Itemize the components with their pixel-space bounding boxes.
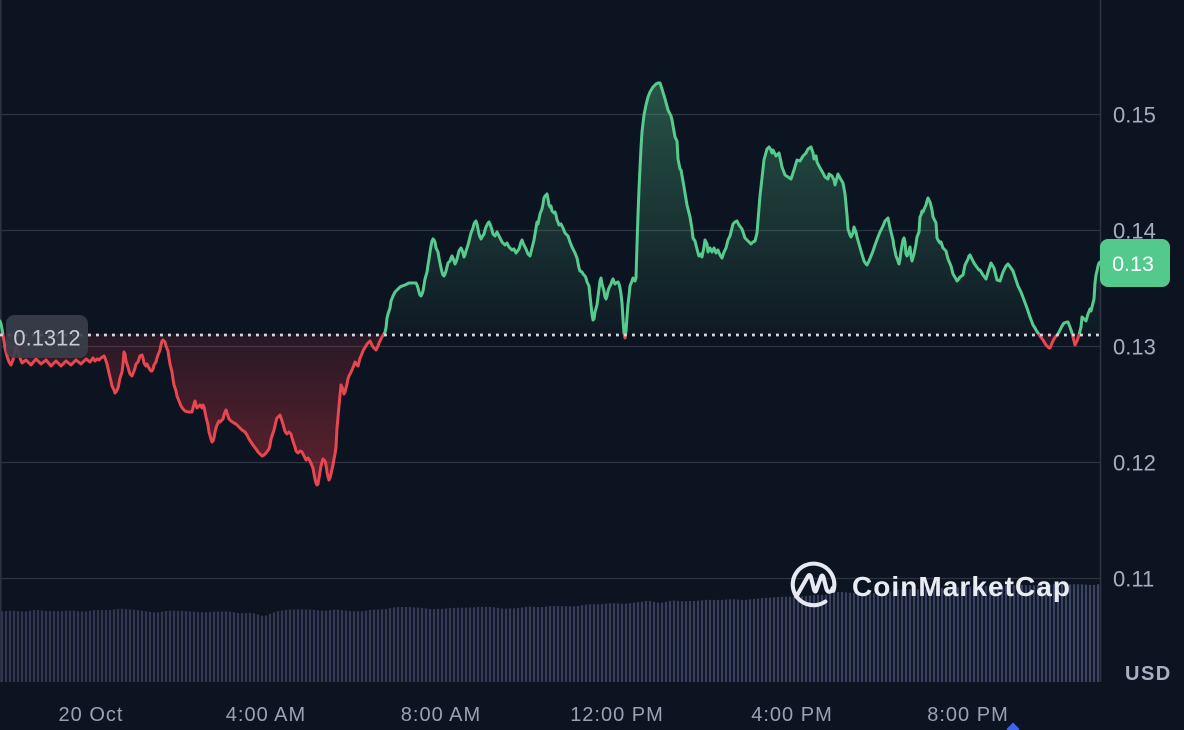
svg-text:4:00 AM: 4:00 AM xyxy=(226,704,306,726)
svg-text:20 Oct: 20 Oct xyxy=(59,704,124,726)
svg-text:0.13: 0.13 xyxy=(1113,335,1156,360)
svg-text:0.11: 0.11 xyxy=(1113,567,1154,592)
svg-text:0.13: 0.13 xyxy=(1112,252,1154,276)
svg-text:CoinMarketCap: CoinMarketCap xyxy=(852,571,1071,602)
svg-text:8:00 AM: 8:00 AM xyxy=(401,704,481,726)
svg-text:8:00 PM: 8:00 PM xyxy=(927,704,1008,726)
svg-text:0.1312: 0.1312 xyxy=(13,326,80,351)
svg-text:USD: USD xyxy=(1125,663,1172,685)
svg-text:0.12: 0.12 xyxy=(1113,451,1156,476)
svg-text:0.15: 0.15 xyxy=(1113,103,1156,128)
svg-text:12:00 PM: 12:00 PM xyxy=(570,704,664,726)
svg-text:4:00 PM: 4:00 PM xyxy=(751,704,832,726)
